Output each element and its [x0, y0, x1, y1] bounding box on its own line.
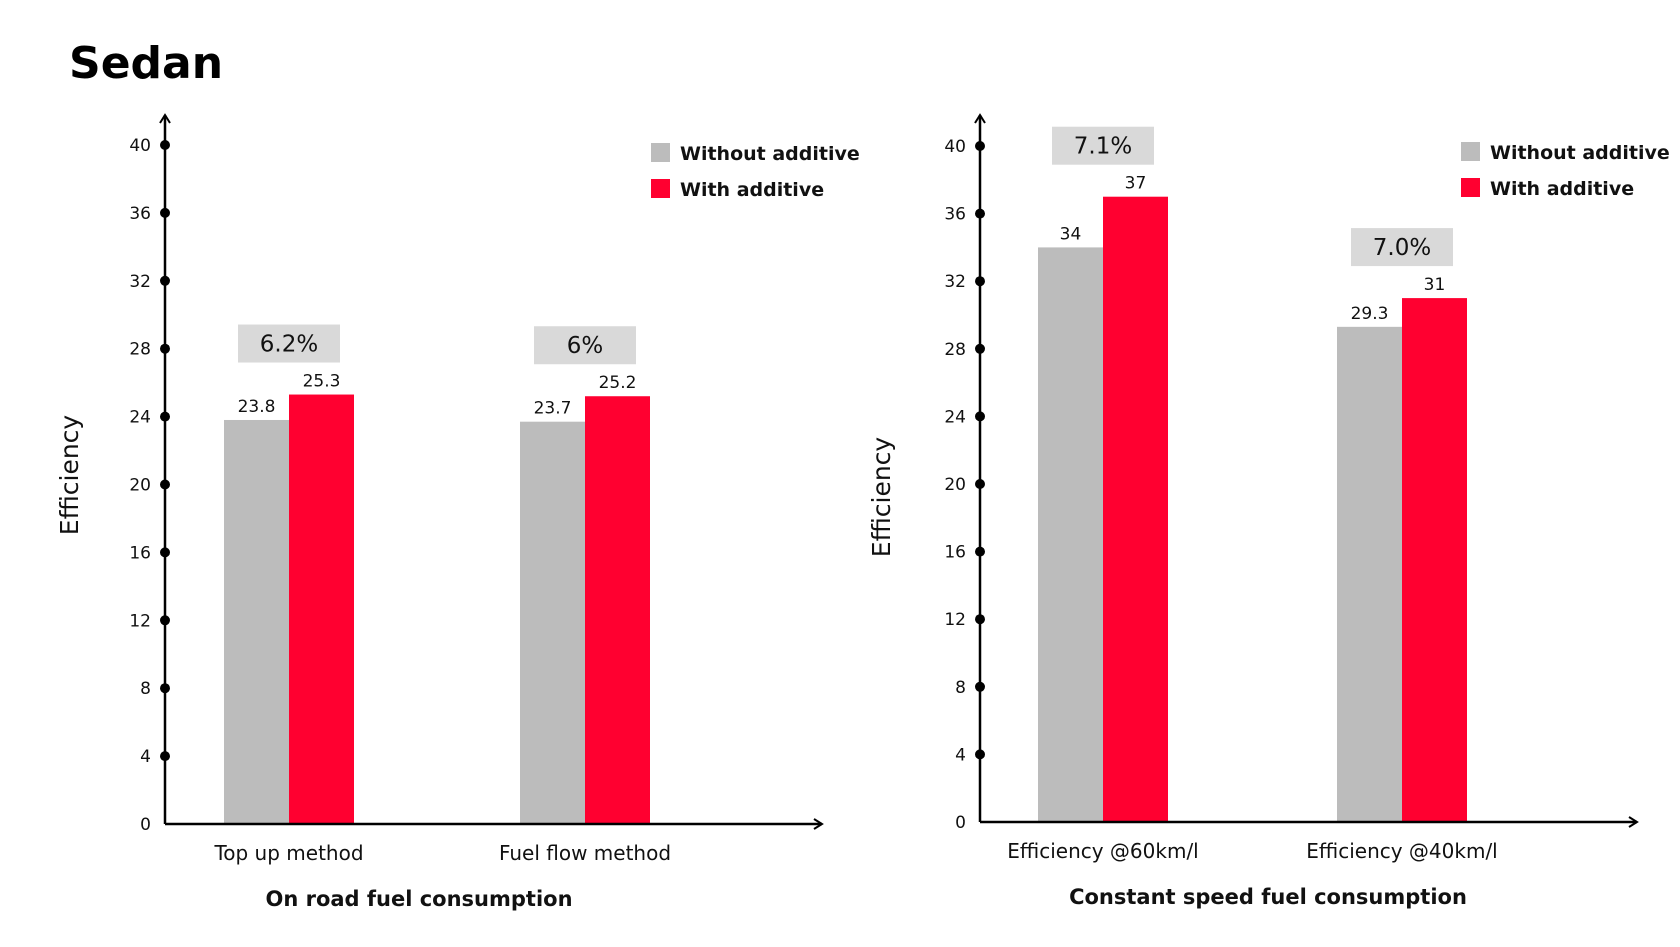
y-axis-label: Efficiency [55, 415, 84, 536]
y-tick-dot [975, 546, 985, 557]
y-tick-dot [160, 140, 170, 150]
y-axis-arrow-icon [159, 113, 171, 124]
legend-label: Without additive [680, 143, 860, 165]
y-tick-label: 4 [140, 747, 151, 767]
y-tick-dot [160, 479, 170, 490]
data-label: 23.8 [238, 397, 276, 417]
y-tick-dot [160, 411, 170, 422]
improvement-box [1052, 126, 1154, 165]
y-tick-dot [975, 614, 985, 625]
y-tick-dot [160, 615, 170, 626]
x-axis-arrow-icon [813, 818, 824, 830]
y-tick-label: 40 [129, 136, 151, 156]
y-tick-label: 0 [955, 813, 966, 833]
y-tick-dot [975, 479, 985, 489]
bar-with-additive [1103, 196, 1168, 822]
y-tick-label: 24 [129, 408, 151, 428]
y-tick-label: 36 [944, 205, 966, 225]
y-tick-label: 40 [944, 137, 966, 157]
y-tick-label: 28 [944, 340, 966, 360]
legend-swatch [651, 143, 670, 162]
x-tick-label: Fuel flow method [499, 841, 671, 865]
y-tick-label: 16 [944, 543, 966, 563]
legend-label: Without additive [1490, 142, 1670, 164]
y-tick-label: 0 [140, 815, 151, 835]
legend-swatch [651, 179, 670, 198]
y-axis-arrow-icon [974, 113, 986, 124]
bar-without-additive [1337, 326, 1402, 822]
y-tick-label: 32 [129, 272, 151, 292]
y-tick-label: 28 [129, 340, 151, 360]
bar-with-additive [1402, 298, 1467, 823]
y-tick-label: 8 [955, 678, 966, 698]
data-label: 23.7 [534, 399, 572, 419]
legend-swatch [1461, 142, 1480, 161]
improvement-box [534, 326, 636, 365]
x-axis-label: On road fuel consumption [265, 887, 572, 911]
bar-without-additive [224, 419, 289, 824]
y-tick-dot [975, 141, 985, 151]
y-tick-dot [160, 547, 170, 558]
data-label: 34 [1060, 224, 1082, 244]
y-tick-dot [975, 276, 985, 287]
y-tick-dot [975, 681, 985, 692]
data-label: 29.3 [1351, 304, 1389, 324]
bar-without-additive [520, 421, 585, 824]
improvement-box [1351, 228, 1453, 267]
data-label: 31 [1424, 275, 1446, 295]
legend-label: With additive [680, 179, 824, 201]
y-tick-label: 12 [944, 610, 966, 630]
improvement-label: 6% [567, 333, 604, 359]
data-label: 25.3 [303, 372, 341, 392]
y-tick-label: 20 [129, 476, 151, 496]
y-tick-dot [975, 343, 985, 354]
y-tick-label: 20 [944, 475, 966, 495]
bar-without-additive [1038, 247, 1103, 822]
improvement-box [238, 324, 340, 363]
bar-with-additive [585, 396, 650, 824]
x-tick-label: Efficiency @60km/l [1007, 839, 1199, 863]
y-axis-label: Efficiency [867, 437, 896, 558]
y-tick-dot [160, 275, 170, 286]
bar-with-additive [289, 394, 354, 824]
data-label: 25.2 [599, 373, 637, 393]
x-tick-label: Top up method [213, 841, 363, 865]
y-tick-dot [975, 749, 985, 760]
y-tick-label: 12 [129, 611, 151, 631]
x-axis-arrow-icon [1628, 816, 1639, 828]
y-tick-dot [975, 411, 985, 422]
y-tick-label: 8 [140, 679, 151, 699]
x-axis-label: Constant speed fuel consumption [1069, 885, 1467, 909]
y-tick-label: 32 [944, 272, 966, 292]
improvement-label: 7.0% [1373, 235, 1431, 261]
y-tick-dot [160, 207, 170, 218]
page-title: Sedan [69, 38, 224, 89]
improvement-label: 7.1% [1074, 134, 1132, 160]
y-tick-label: 16 [129, 543, 151, 563]
y-tick-dot [160, 751, 170, 762]
improvement-label: 6.2% [260, 332, 318, 358]
legend-label: With additive [1490, 178, 1634, 200]
y-tick-label: 24 [944, 407, 966, 427]
y-tick-label: 4 [955, 745, 966, 765]
y-tick-dot [160, 683, 170, 694]
x-tick-label: Efficiency @40km/l [1306, 839, 1498, 863]
y-tick-dot [160, 343, 170, 354]
y-tick-label: 36 [129, 204, 151, 224]
y-tick-dot [975, 208, 985, 219]
data-label: 37 [1125, 174, 1147, 194]
legend-swatch [1461, 178, 1480, 197]
